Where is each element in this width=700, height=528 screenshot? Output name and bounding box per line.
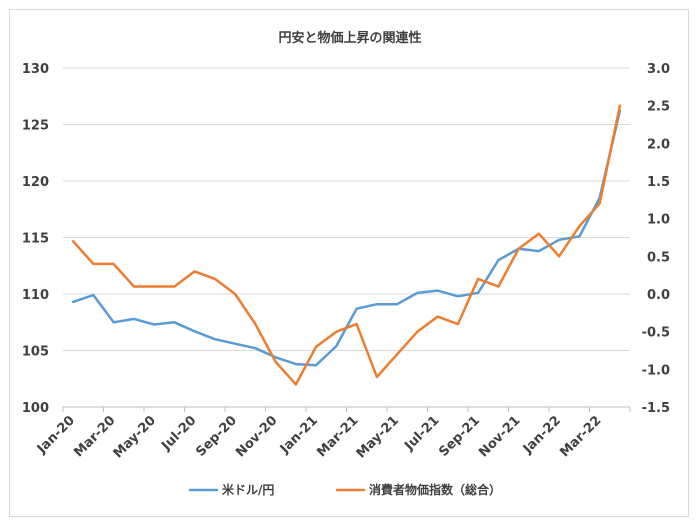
right-tick-label: 1.0 [647, 213, 670, 228]
x-tick-label: Sep-21 [436, 413, 483, 460]
x-tick-label: Nov-21 [476, 413, 523, 460]
gridlines [63, 67, 630, 351]
chart-title: 円安と物価上昇の関連性 [278, 30, 421, 46]
right-tick-label: 1.5 [647, 175, 670, 190]
chart-frame [9, 9, 689, 517]
x-tick-label: May-21 [354, 413, 402, 461]
series-line-2 [71, 104, 622, 386]
x-tick-label: Mar-22 [557, 413, 604, 460]
legend-label-1: 米ドル/円 [222, 482, 274, 497]
right-tick-label: 2.5 [647, 100, 670, 115]
legend-label-2: 消費者物価指数（総合） [369, 482, 501, 497]
left-tick-label: 100 [22, 401, 49, 416]
right-tick-label: 0.0 [647, 288, 670, 303]
left-axis-ticks: 100 105 110 115 120 125 130 [22, 62, 49, 416]
x-tick-label: Nov-20 [233, 413, 280, 460]
right-tick-label: -1.5 [642, 401, 670, 416]
legend: 米ドル/円 消費者物価指数（総合） [188, 482, 501, 497]
axes [62, 406, 631, 412]
left-tick-label: 105 [22, 345, 49, 360]
x-tick-label: Mar-20 [71, 413, 118, 460]
right-tick-label: -1.0 [642, 363, 670, 378]
left-tick-label: 130 [22, 62, 49, 77]
left-tick-label: 120 [22, 175, 49, 190]
right-tick-label: 0.5 [647, 250, 670, 265]
right-tick-label: 2.0 [647, 137, 670, 152]
left-tick-label: 125 [22, 119, 49, 134]
x-tick-label: Mar-21 [314, 413, 361, 460]
series-lines [71, 104, 622, 386]
right-tick-label: -0.5 [642, 326, 670, 341]
x-tick-label: May-20 [111, 413, 159, 461]
left-tick-label: 110 [22, 288, 49, 303]
left-tick-label: 115 [22, 232, 49, 247]
x-tick-label: Sep-20 [193, 413, 240, 460]
right-tick-label: 3.0 [647, 62, 670, 77]
right-axis-ticks: -1.5 -1.0 -0.5 0.0 0.5 1.0 1.5 2.0 2.5 3.0 [642, 62, 670, 416]
